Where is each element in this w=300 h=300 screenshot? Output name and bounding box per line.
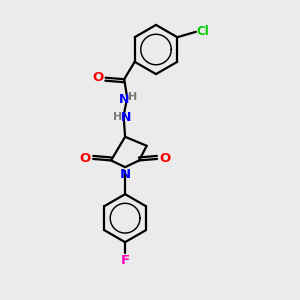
Text: N: N — [118, 92, 129, 106]
Text: O: O — [80, 152, 91, 165]
Text: N: N — [121, 111, 131, 124]
Text: O: O — [92, 70, 103, 84]
Text: H: H — [128, 92, 137, 102]
Text: N: N — [119, 168, 131, 182]
Text: H: H — [113, 112, 122, 122]
Text: Cl: Cl — [197, 25, 210, 38]
Text: O: O — [159, 152, 170, 165]
Text: F: F — [121, 254, 130, 267]
